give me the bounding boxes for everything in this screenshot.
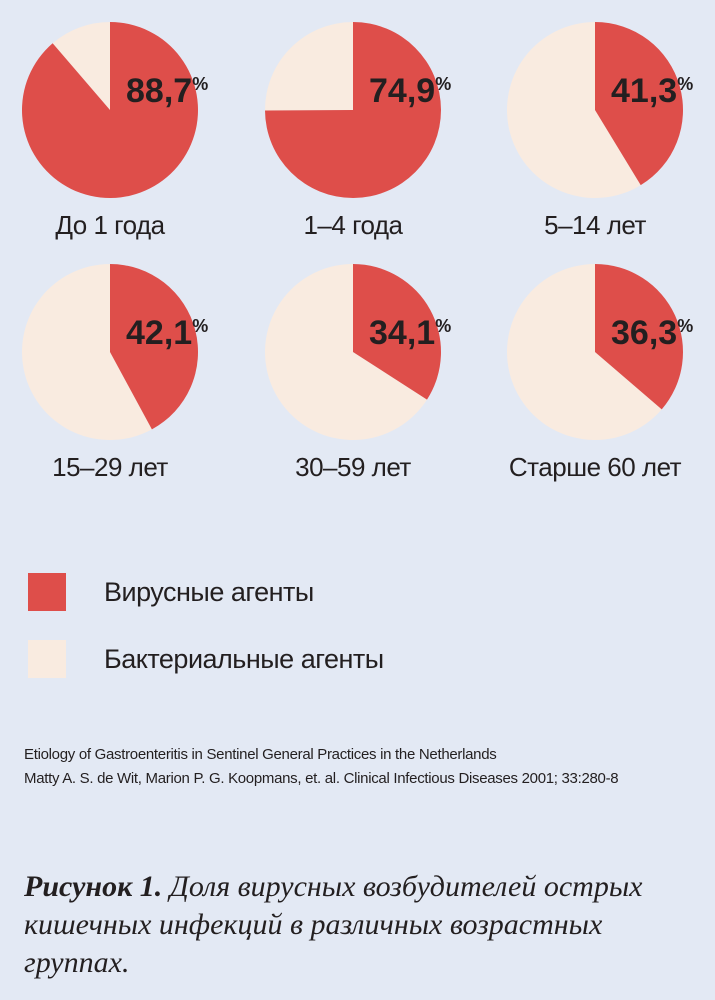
figure-caption: Рисунок 1. Доля вирусных возбудителей ос… <box>24 868 684 982</box>
pie-value-label: 74,9% <box>369 72 451 110</box>
pie-slice-viral <box>595 22 684 186</box>
pie-slice-viral <box>21 22 198 198</box>
pie-group-label: 1–4 года <box>303 210 403 240</box>
pie-slice-viral <box>110 264 199 430</box>
pie-slice-bacterial <box>22 264 152 440</box>
pie-value-number: 34,1 <box>369 314 435 352</box>
pie-value-number: 42,1 <box>126 314 192 352</box>
pie-slice-bacterial <box>52 22 110 110</box>
pie-value-number: 41,3 <box>611 72 677 110</box>
pie-slice-bacterial <box>264 21 353 111</box>
pie-group-label: 15–29 лет <box>52 452 168 482</box>
pie-slice-viral <box>595 264 684 410</box>
pie-group-label: Старше 60 лет <box>509 452 682 482</box>
legend-item-bacterial: Бактериальные агенты <box>28 640 384 678</box>
source-line-1: Etiology of Gastroenteritis in Sentinel … <box>24 746 497 763</box>
pie-group-label: 5–14 лет <box>544 210 646 240</box>
pie-chart: 88,7% До 1 года <box>21 22 208 240</box>
caption-label: Рисунок 1. <box>24 870 163 903</box>
pie-value-label: 36,3% <box>611 314 693 352</box>
pie-slice-bacterial <box>507 264 662 440</box>
pie-slice-viral <box>353 264 441 400</box>
pie-slice-bacterial <box>507 22 641 198</box>
pie-value-label: 42,1% <box>126 314 208 352</box>
legend-label-bacterial: Бактериальные агенты <box>104 643 384 674</box>
source-line-2: Matty A. S. de Wit, Marion P. G. Koopman… <box>24 770 619 787</box>
source-citation: Etiology of Gastroenteritis in Sentinel … <box>24 743 619 791</box>
pie-value-label: 41,3% <box>611 72 693 110</box>
pie-value-number: 88,7 <box>126 72 192 110</box>
pie-value-unit: % <box>435 74 451 94</box>
pie-value-unit: % <box>192 316 208 336</box>
pie-slice-bacterial <box>264 264 427 440</box>
pie-value-label: 34,1% <box>369 314 451 352</box>
caption-text: Доля вирусных возбудителей острых кишечн… <box>24 870 643 979</box>
pie-group-label: До 1 года <box>55 210 165 240</box>
pie-value-number: 74,9 <box>369 72 435 110</box>
pie-chart: 34,1% 30–59 лет <box>264 264 451 482</box>
legend-swatch-viral <box>28 573 66 611</box>
pie-chart: 42,1% 15–29 лет <box>22 264 208 482</box>
pie-chart: 36,3% Старше 60 лет <box>507 264 693 482</box>
pie-value-unit: % <box>435 316 451 336</box>
legend-item-viral: Вирусные агенты <box>28 573 314 611</box>
pie-value-unit: % <box>677 316 693 336</box>
pie-chart: 74,9% 1–4 года <box>264 21 451 240</box>
legend-swatch-bacterial <box>28 640 66 678</box>
pie-value-unit: % <box>192 74 208 94</box>
pie-value-number: 36,3 <box>611 314 677 352</box>
pie-value-label: 88,7% <box>126 72 208 110</box>
pie-group-label: 30–59 лет <box>295 452 411 482</box>
legend-label-viral: Вирусные агенты <box>104 576 314 607</box>
pie-chart: 41,3% 5–14 лет <box>507 22 693 240</box>
pie-slice-viral <box>265 22 441 199</box>
pie-value-unit: % <box>677 74 693 94</box>
pie-charts-grid: 88,7% До 1 года 74,9% 1–4 года 41,3% 5–14 лет… <box>21 21 693 482</box>
